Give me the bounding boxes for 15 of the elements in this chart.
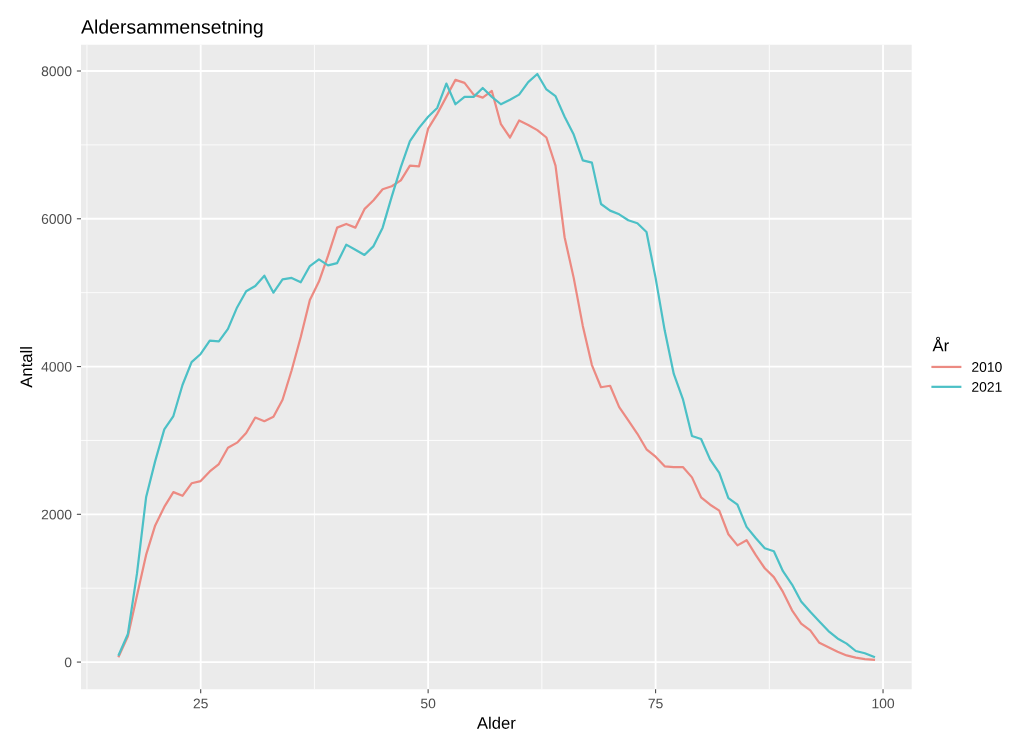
chart-title: Aldersammensetning bbox=[81, 19, 263, 38]
x-tick-label: 50 bbox=[420, 698, 436, 709]
legend-title: År bbox=[932, 336, 949, 352]
x-tick-label: 25 bbox=[193, 698, 208, 709]
y-tick-label: 4000 bbox=[41, 361, 72, 372]
y-tick-label: 6000 bbox=[41, 214, 72, 224]
x-axis-title: Alder bbox=[476, 716, 516, 729]
x-tick-label: 75 bbox=[648, 698, 663, 709]
legend-label: 2010 bbox=[972, 362, 1002, 372]
y-tick-label: 0 bbox=[64, 657, 72, 668]
legend-label: 2021 bbox=[972, 381, 1002, 392]
y-tick-label: 2000 bbox=[41, 509, 72, 520]
x-tick-label: 100 bbox=[872, 698, 895, 709]
y-tick-label: 8000 bbox=[41, 66, 72, 77]
y-axis-title: Antall bbox=[20, 347, 33, 388]
